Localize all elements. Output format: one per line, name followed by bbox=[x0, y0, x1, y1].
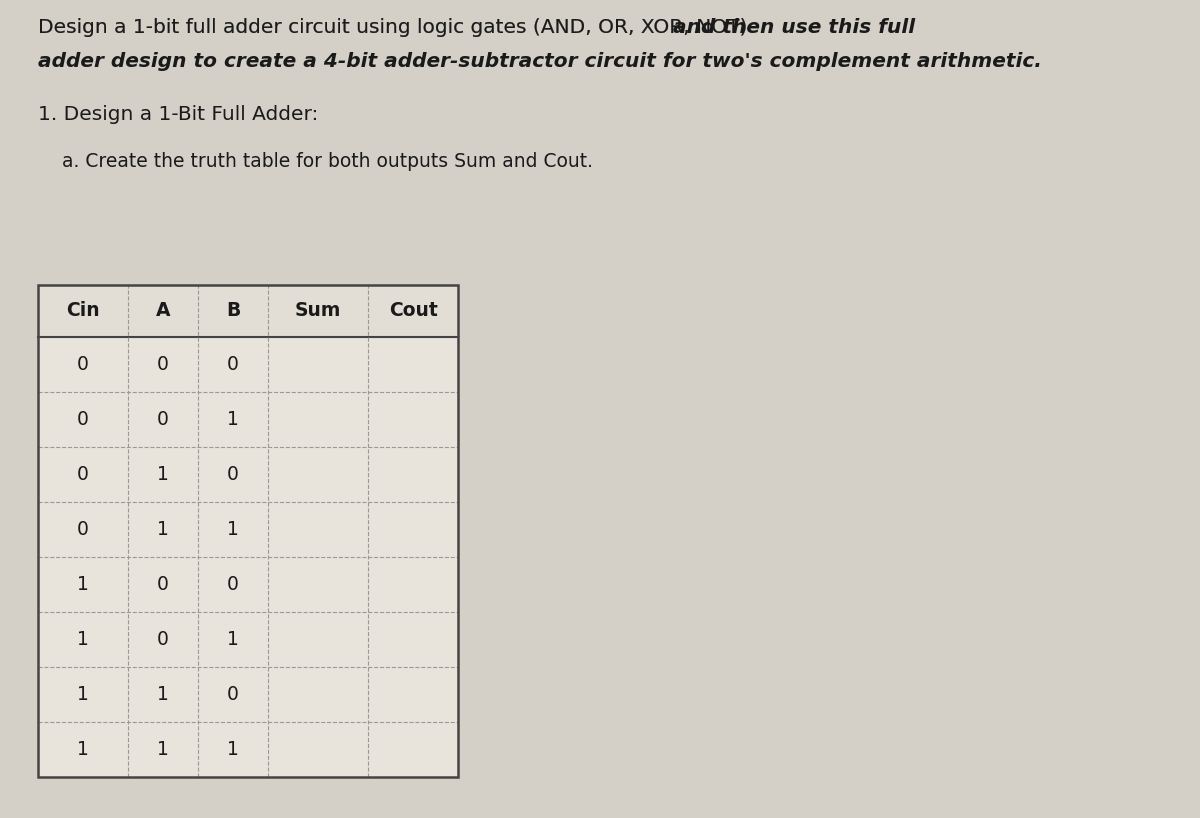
Bar bbox=[368, 285, 458, 337]
Text: 0: 0 bbox=[227, 465, 239, 484]
Text: Sum: Sum bbox=[295, 302, 341, 321]
Text: 1: 1 bbox=[77, 685, 89, 704]
Text: A: A bbox=[156, 302, 170, 321]
Text: adder design to create a 4-bit adder-subtractor circuit for two's complement ari: adder design to create a 4-bit adder-sub… bbox=[38, 52, 1042, 71]
Text: 0: 0 bbox=[157, 410, 169, 429]
Text: 0: 0 bbox=[77, 410, 89, 429]
Bar bbox=[368, 392, 458, 447]
Bar bbox=[128, 722, 198, 777]
Text: 0: 0 bbox=[77, 520, 89, 539]
Bar bbox=[268, 722, 368, 777]
Text: Cout: Cout bbox=[389, 302, 437, 321]
Bar bbox=[128, 392, 198, 447]
Bar bbox=[38, 502, 128, 557]
Text: 1: 1 bbox=[227, 630, 239, 649]
Bar bbox=[198, 447, 268, 502]
Bar bbox=[38, 667, 128, 722]
Bar bbox=[198, 392, 268, 447]
Bar bbox=[128, 557, 198, 612]
Text: 0: 0 bbox=[227, 575, 239, 594]
Text: Design a 1-bit full adder circuit using logic gates (AND, OR, XOR, NOT): Design a 1-bit full adder circuit using … bbox=[38, 18, 754, 37]
Text: a. Create the truth table for both outputs Sum and Cout.: a. Create the truth table for both outpu… bbox=[62, 152, 593, 171]
Bar bbox=[198, 502, 268, 557]
Text: 0: 0 bbox=[227, 685, 239, 704]
Bar bbox=[368, 447, 458, 502]
Bar bbox=[268, 612, 368, 667]
Text: and then use this full: and then use this full bbox=[673, 18, 916, 37]
Bar bbox=[198, 722, 268, 777]
Bar bbox=[128, 337, 198, 392]
Bar bbox=[268, 285, 368, 337]
Bar bbox=[128, 502, 198, 557]
Bar bbox=[368, 667, 458, 722]
Text: 1: 1 bbox=[157, 520, 169, 539]
Bar bbox=[128, 667, 198, 722]
Text: 0: 0 bbox=[77, 465, 89, 484]
Bar bbox=[368, 612, 458, 667]
Bar bbox=[198, 667, 268, 722]
Bar bbox=[198, 612, 268, 667]
Text: 0: 0 bbox=[157, 355, 169, 374]
Bar bbox=[368, 557, 458, 612]
Text: 1: 1 bbox=[157, 465, 169, 484]
Bar bbox=[198, 285, 268, 337]
Text: 1: 1 bbox=[227, 740, 239, 759]
Bar bbox=[368, 722, 458, 777]
Bar bbox=[268, 557, 368, 612]
Bar bbox=[38, 447, 128, 502]
Bar bbox=[198, 337, 268, 392]
Bar bbox=[38, 285, 128, 337]
Text: Design a 1-bit full adder circuit using logic gates (AND, OR, XOR, NOT): Design a 1-bit full adder circuit using … bbox=[38, 18, 754, 37]
Bar bbox=[38, 557, 128, 612]
Bar bbox=[128, 612, 198, 667]
Bar bbox=[38, 285, 458, 777]
Bar bbox=[368, 502, 458, 557]
Bar bbox=[268, 337, 368, 392]
Text: 0: 0 bbox=[157, 630, 169, 649]
Bar bbox=[38, 722, 128, 777]
Bar bbox=[128, 285, 198, 337]
Text: B: B bbox=[226, 302, 240, 321]
Text: 1: 1 bbox=[77, 630, 89, 649]
Text: 1. Design a 1-Bit Full Adder:: 1. Design a 1-Bit Full Adder: bbox=[38, 105, 318, 124]
Bar bbox=[38, 612, 128, 667]
Text: 1: 1 bbox=[77, 575, 89, 594]
Bar bbox=[268, 502, 368, 557]
Text: 1: 1 bbox=[77, 740, 89, 759]
Text: Design a 1-bit full adder circuit using logic gates (AND, OR, XOR, NOT) and then: Design a 1-bit full adder circuit using … bbox=[38, 18, 967, 37]
Text: 0: 0 bbox=[77, 355, 89, 374]
Bar bbox=[268, 667, 368, 722]
Text: 1: 1 bbox=[227, 410, 239, 429]
Text: 1: 1 bbox=[227, 520, 239, 539]
Text: Cin: Cin bbox=[66, 302, 100, 321]
Text: 0: 0 bbox=[227, 355, 239, 374]
Bar bbox=[38, 337, 128, 392]
Bar bbox=[268, 447, 368, 502]
Text: 1: 1 bbox=[157, 740, 169, 759]
Bar bbox=[368, 337, 458, 392]
Bar bbox=[268, 392, 368, 447]
Text: 0: 0 bbox=[157, 575, 169, 594]
Bar bbox=[198, 557, 268, 612]
Bar bbox=[38, 392, 128, 447]
Text: 1: 1 bbox=[157, 685, 169, 704]
Bar bbox=[128, 447, 198, 502]
